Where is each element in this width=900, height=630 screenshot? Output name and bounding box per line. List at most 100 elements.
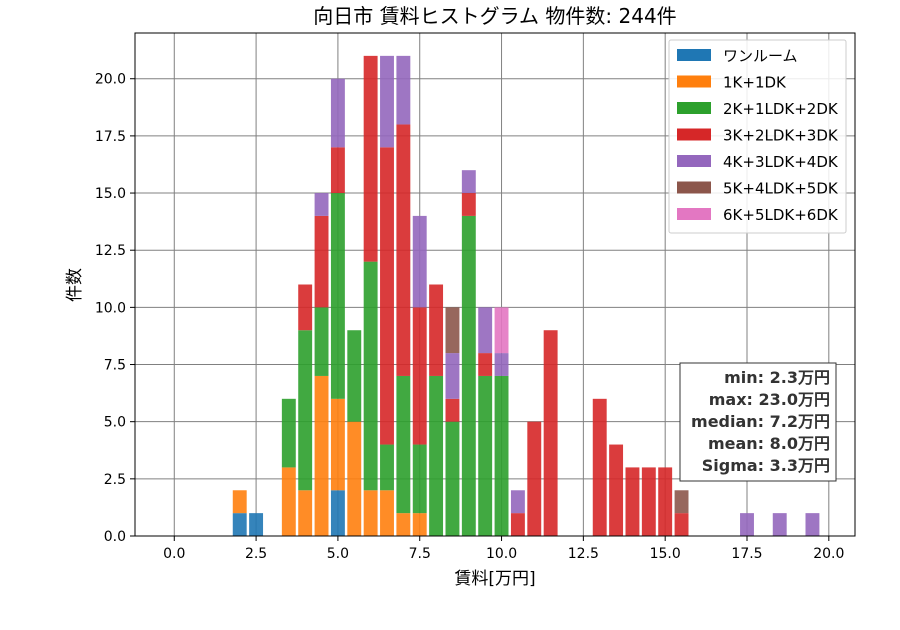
bar [396,513,411,536]
bar [445,421,460,536]
x-tick-label: 12.5 [568,546,599,562]
bar [281,398,296,468]
y-tick-label: 20.0 [95,72,126,88]
x-tick-label: 10.0 [486,546,517,562]
bar [396,124,411,376]
x-tick-label: 17.5 [731,546,762,562]
legend-swatch [677,155,711,167]
bar [314,215,329,308]
bar [445,398,460,422]
bar [527,421,542,536]
legend-label: 2K+1LDK+2DK [723,100,839,118]
bar [625,467,640,536]
bar [609,444,624,536]
bar [412,513,427,536]
bar [298,490,313,536]
bar [412,307,427,445]
legend-label: 1K+1DK [723,74,787,92]
stats-frame [679,362,837,482]
bar [330,78,345,148]
bar [330,193,345,399]
x-axis-label: 賃料[万円] [454,569,535,589]
legend-swatch [677,128,711,141]
y-tick-label: 0.0 [104,529,126,545]
legend-swatch [677,75,711,88]
bar [478,307,493,354]
x-tick-label: 2.5 [245,546,267,562]
bar [461,215,476,536]
bar [478,353,493,376]
bar [494,307,509,354]
bar [461,170,476,194]
bars [232,55,820,536]
legend-label: 4K+3LDK+4DK [723,153,839,171]
bar [380,55,394,148]
y-tick-label: 2.5 [104,472,126,488]
y-tick-label: 17.5 [95,129,126,145]
stats-box: min: 2.3万円 max: 23.0万円 median: 7.2万円 mean: … [679,362,837,482]
stats-line: mean: 8.0万円 [708,434,830,453]
y-tick-label: 10.0 [95,300,126,316]
legend: ワンルーム 1K+1DK 2K+1LDK+2DK 3K+2LDK+3DK 4K+3LDK… [668,39,847,234]
legend-label: ワンルーム [723,47,798,65]
bar [298,284,313,331]
bar [380,490,394,536]
bar [772,513,787,536]
bar [330,490,345,536]
bar [347,421,362,536]
bar [494,375,509,536]
y-ticks: 0.0 2.5 5.0 7.5 10.0 12.5 15.0 17.5 20.0 [95,72,135,545]
bar [429,284,444,376]
bar [314,375,329,536]
y-tick-label: 5.0 [104,415,126,431]
bar [658,467,673,536]
stats-line: max: 23.0万円 [709,390,830,409]
x-tick-label: 7.5 [409,546,431,562]
legend-swatch [677,181,711,194]
bar [510,490,525,514]
stats-line: min: 2.3万円 [724,368,830,387]
legend-label: 3K+2LDK+3DK [723,127,839,145]
bar [461,193,476,216]
x-tick-label: 15.0 [650,546,681,562]
bar [380,147,394,445]
x-tick-label: 20.0 [813,546,844,562]
bar [232,513,247,536]
bar [412,444,427,514]
bar [510,513,525,536]
bar [363,55,378,262]
bar [298,330,313,491]
stats-line: Sigma: 3.3万円 [702,456,830,475]
legend-label: 5K+4LDK+5DK [723,180,839,198]
plot-frame [134,32,856,537]
bar [543,330,558,536]
bar [674,513,689,536]
bar [641,467,656,536]
bar [412,215,427,308]
bar [347,330,362,422]
bar [330,147,345,194]
bar [592,398,607,536]
legend-swatch [677,49,711,61]
bar [805,513,820,536]
bar [330,398,345,491]
stats-line: median: 7.2万円 [691,412,830,431]
bar [740,513,754,536]
bar [494,353,509,376]
x-tick-label: 5.0 [327,546,349,562]
bar [363,261,378,491]
chart-title: 向日市 賃料ヒストグラム 物件数: 244件 [313,4,676,28]
bar [445,353,460,399]
y-tick-label: 12.5 [95,243,126,259]
y-axis-label: 件数 [65,268,85,302]
y-tick-label: 7.5 [104,358,126,374]
x-ticks: 0.0 2.5 5.0 7.5 10.0 12.5 15.0 17.5 20.0 [163,536,844,562]
legend-swatch [677,208,711,220]
bar [429,375,444,536]
bar [232,490,247,514]
bar [281,467,296,536]
bar [363,490,378,536]
bar [396,375,411,514]
bar [380,444,394,491]
